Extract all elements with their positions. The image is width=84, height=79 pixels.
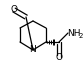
Text: O: O [56, 53, 62, 61]
Text: N: N [30, 46, 36, 55]
Text: O: O [10, 6, 17, 15]
Text: NH: NH [67, 29, 81, 38]
Text: 2: 2 [79, 33, 83, 39]
